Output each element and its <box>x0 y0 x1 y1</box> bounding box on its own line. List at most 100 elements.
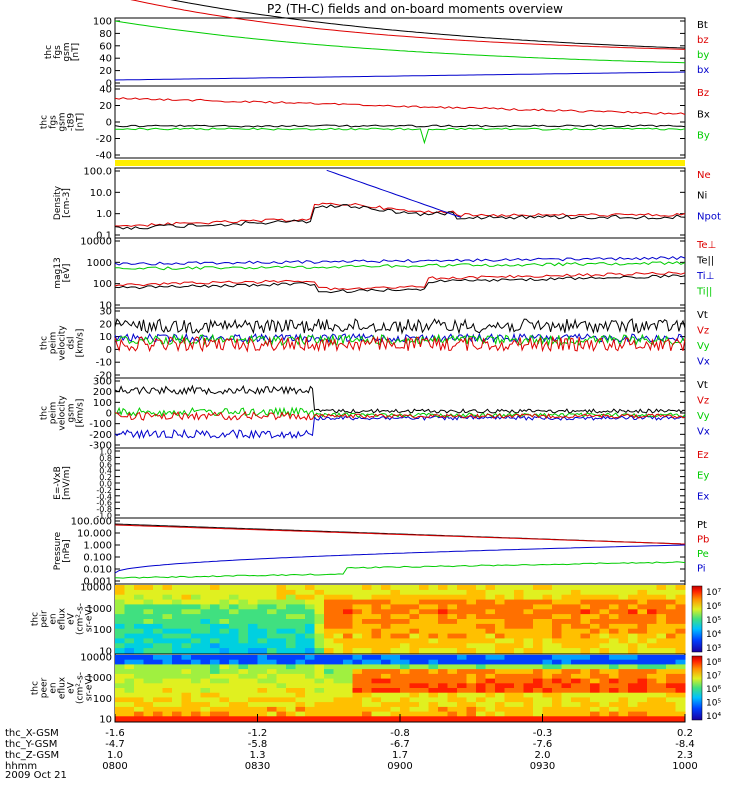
spectrogram-cell <box>428 648 439 654</box>
spectrogram-cell <box>561 643 572 649</box>
spectrogram-cell <box>115 692 125 698</box>
spectrogram-cell <box>637 678 648 684</box>
spectrogram-cell <box>324 628 334 635</box>
y-tick-label: -0.6 <box>96 499 112 508</box>
spectrogram-cell <box>561 702 572 708</box>
spectrogram-cell <box>124 659 135 665</box>
spectrogram-cell <box>666 697 676 703</box>
spectrogram-cell <box>210 633 220 639</box>
spectrogram-cell <box>419 688 429 694</box>
spectrogram-cell <box>229 683 239 689</box>
spectrogram-cell <box>286 648 296 654</box>
spectrogram-cell <box>324 609 334 615</box>
spectrogram-cell <box>381 702 391 708</box>
spectrogram-cell <box>200 623 211 630</box>
colorbar-tick-label: 10⁵ <box>706 699 721 709</box>
spectrogram-cell <box>656 702 667 708</box>
spectrogram-cell <box>523 614 534 620</box>
spectrogram-cell <box>295 633 306 639</box>
spectrogram-cell <box>647 678 657 684</box>
spectrogram-cell <box>580 659 591 665</box>
spectrogram-cell <box>115 643 125 649</box>
spectrogram-cell <box>115 659 125 665</box>
spectrogram-cell <box>466 648 477 654</box>
spectrogram-cell <box>628 664 638 670</box>
spectrogram-cell <box>333 604 344 610</box>
spectrogram-cell <box>419 614 429 620</box>
spectrogram-cell <box>134 633 144 639</box>
legend-Vy: Vy <box>697 411 710 422</box>
spectrogram-cell <box>457 623 467 630</box>
spectrogram-cell <box>143 683 154 689</box>
spectrogram-cell <box>305 633 315 639</box>
spectrogram-cell <box>229 643 239 649</box>
spectrogram-cell <box>352 604 363 610</box>
spectrogram-cell <box>286 688 296 694</box>
spectrogram-cell <box>590 628 600 635</box>
spectrogram-cell <box>305 711 315 717</box>
spectrogram-cell <box>286 599 296 605</box>
spectrogram-cell <box>476 623 486 630</box>
spectrogram-cell <box>628 688 638 694</box>
spectrogram-cell <box>305 589 315 596</box>
spectrogram-cell <box>609 585 619 591</box>
spectrogram-cell <box>276 619 287 625</box>
spectrogram-cell <box>238 716 249 722</box>
y-tick-label: 100 <box>93 694 112 705</box>
spectrogram-cell <box>485 648 496 654</box>
y-tick-label: -200 <box>89 430 112 441</box>
spectrogram-cell <box>352 599 363 605</box>
y-axis-label: [km/s] <box>76 329 86 358</box>
spectrogram-cell <box>267 659 277 665</box>
y-tick-label: 0 <box>106 79 112 90</box>
spectrogram-cell <box>181 643 192 649</box>
spectrogram-cell <box>419 664 429 670</box>
spectrogram-cell <box>523 589 534 596</box>
spectrogram-cell <box>191 706 201 713</box>
spectrogram-cell <box>523 716 534 722</box>
spectrogram-cell <box>200 669 211 675</box>
y-tick-label: -0.2 <box>96 486 112 495</box>
spectrogram-cell <box>514 633 524 639</box>
spectrogram-cell <box>438 633 448 639</box>
spectrogram-cell <box>124 697 135 703</box>
spectrogram-cell <box>419 594 429 601</box>
legend-Ey: Ey <box>697 471 709 482</box>
colorbar-tick-label: 10⁷ <box>706 672 721 682</box>
y-tick-label: 10000 <box>80 653 112 664</box>
y-axis-label: dsl <box>67 337 77 350</box>
spectrogram-cell <box>438 702 448 708</box>
spectrogram-cell <box>599 659 610 665</box>
spectrogram-cell <box>229 604 239 610</box>
spectrogram-cell <box>571 614 581 620</box>
spectrogram-cell <box>447 706 458 713</box>
spectrogram-cell <box>343 628 353 635</box>
spectrogram-cell <box>295 643 306 649</box>
y-axis-label: en <box>49 682 59 693</box>
spectrogram-cell <box>533 609 543 615</box>
spectrogram-cell <box>476 599 486 605</box>
spectrogram-cell <box>476 655 486 661</box>
spectrogram-cell <box>599 589 610 596</box>
spectrogram-cell <box>124 604 135 610</box>
spectrogram-cell <box>485 589 496 596</box>
spectrogram-cell <box>438 599 448 605</box>
spectrogram-cell <box>637 692 648 698</box>
spectrogram-cell <box>200 589 211 596</box>
spectrogram-cell <box>257 716 268 722</box>
ephemeris-value: -0.8 <box>390 728 410 739</box>
spectrogram-cell <box>552 594 562 601</box>
spectrogram-cell <box>324 619 334 625</box>
spectrogram-cell <box>238 683 249 689</box>
spectrogram-cell <box>191 648 201 654</box>
spectrogram-cell <box>599 716 610 722</box>
spectrogram-cell <box>381 683 391 689</box>
spectrogram-cell <box>305 599 315 605</box>
spectrogram-cell <box>352 594 363 601</box>
spectrogram-cell <box>324 659 334 665</box>
spectrogram-cell <box>153 614 163 620</box>
spectrogram-cell <box>115 702 125 708</box>
spectrogram-cell <box>181 711 192 717</box>
spectrogram-cell <box>618 604 629 610</box>
spectrogram-cell <box>618 659 629 665</box>
